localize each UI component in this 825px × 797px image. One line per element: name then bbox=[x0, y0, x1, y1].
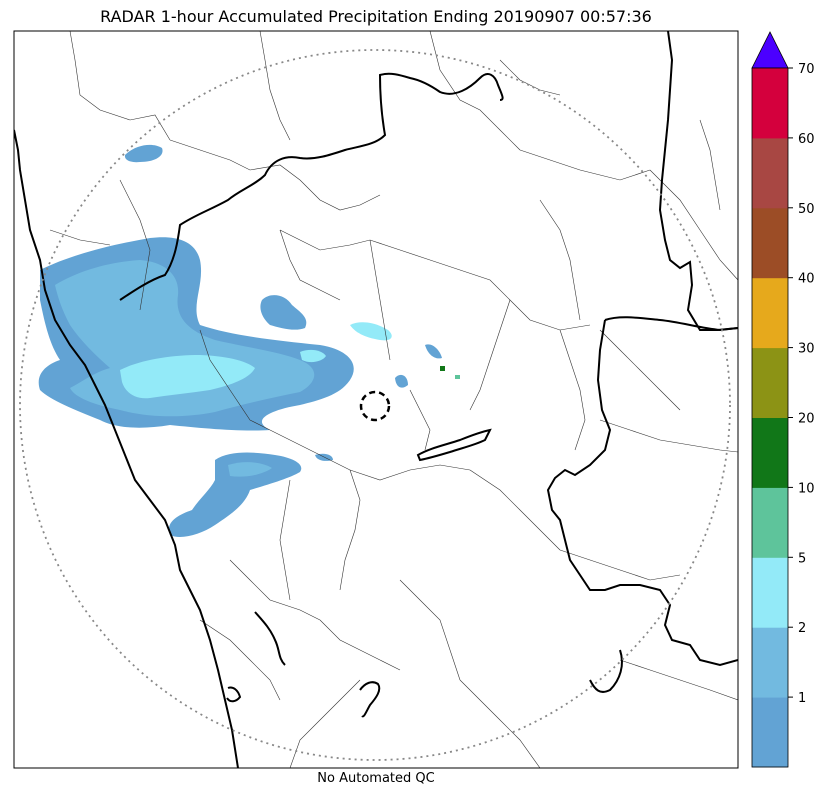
colorbar-swatch bbox=[752, 68, 788, 139]
colorbar-swatch bbox=[752, 487, 788, 558]
echo-green-pixel bbox=[440, 366, 445, 371]
colorbar-swatch bbox=[752, 277, 788, 349]
echo-ne-blue bbox=[425, 344, 442, 359]
precipitation-echoes bbox=[38, 144, 460, 537]
echo-northeast-cells bbox=[350, 322, 392, 341]
colorbar-tick-label: 10 bbox=[798, 481, 815, 496]
boundary-south-lake bbox=[359, 681, 381, 718]
boundary-small-west bbox=[226, 686, 242, 703]
boundary-south-east bbox=[589, 649, 623, 693]
colorbar-swatch bbox=[752, 627, 788, 698]
colorbar-swatch bbox=[752, 137, 788, 209]
colorbar-swatch bbox=[752, 417, 788, 488]
boundary-north bbox=[119, 72, 504, 301]
colorbar-swatch bbox=[752, 697, 788, 768]
state-boundaries bbox=[14, 31, 738, 768]
colorbar-extend-triangle bbox=[751, 31, 789, 69]
map-frame bbox=[13, 30, 739, 769]
colorbar-tick-label: 5 bbox=[798, 551, 806, 566]
colorbar-tick-label: 20 bbox=[798, 412, 815, 427]
colorbar-tick-label: 60 bbox=[798, 132, 815, 147]
map-caption: No Automated QC bbox=[317, 771, 435, 786]
colorbar-tick-label: 30 bbox=[798, 342, 815, 357]
colorbar-swatch bbox=[752, 207, 788, 279]
echo-east-speck bbox=[395, 374, 408, 388]
coastline bbox=[14, 129, 239, 768]
colorbar-swatch bbox=[752, 347, 788, 418]
echo-south-band bbox=[168, 452, 302, 537]
boundary-east-north bbox=[658, 31, 738, 331]
colorbar-swatch bbox=[752, 557, 788, 628]
colorbar-tick-label: 40 bbox=[798, 272, 815, 287]
radar-range-ring bbox=[19, 49, 731, 761]
echo-south-mid bbox=[228, 462, 272, 477]
chart-title: RADAR 1-hour Accumulated Precipitation E… bbox=[100, 7, 652, 26]
echo-north-cell bbox=[124, 144, 163, 163]
colorbar-tick-label: 70 bbox=[798, 62, 815, 77]
echo-core bbox=[120, 355, 255, 399]
colorbar-tick-label: 50 bbox=[798, 202, 815, 217]
boundary-south-west bbox=[254, 611, 286, 666]
district-boundaries bbox=[49, 31, 738, 768]
echo-teal-pixel bbox=[455, 375, 460, 379]
colorbar-tick-label: 2 bbox=[798, 621, 806, 636]
boundary-inlet bbox=[416, 428, 492, 462]
radar-site-marker bbox=[359, 390, 391, 422]
boundary-east-south bbox=[546, 316, 738, 667]
echo-core-small bbox=[300, 349, 326, 363]
echo-central-cell bbox=[260, 295, 307, 330]
colorbar-tick-label: 1 bbox=[798, 691, 806, 706]
